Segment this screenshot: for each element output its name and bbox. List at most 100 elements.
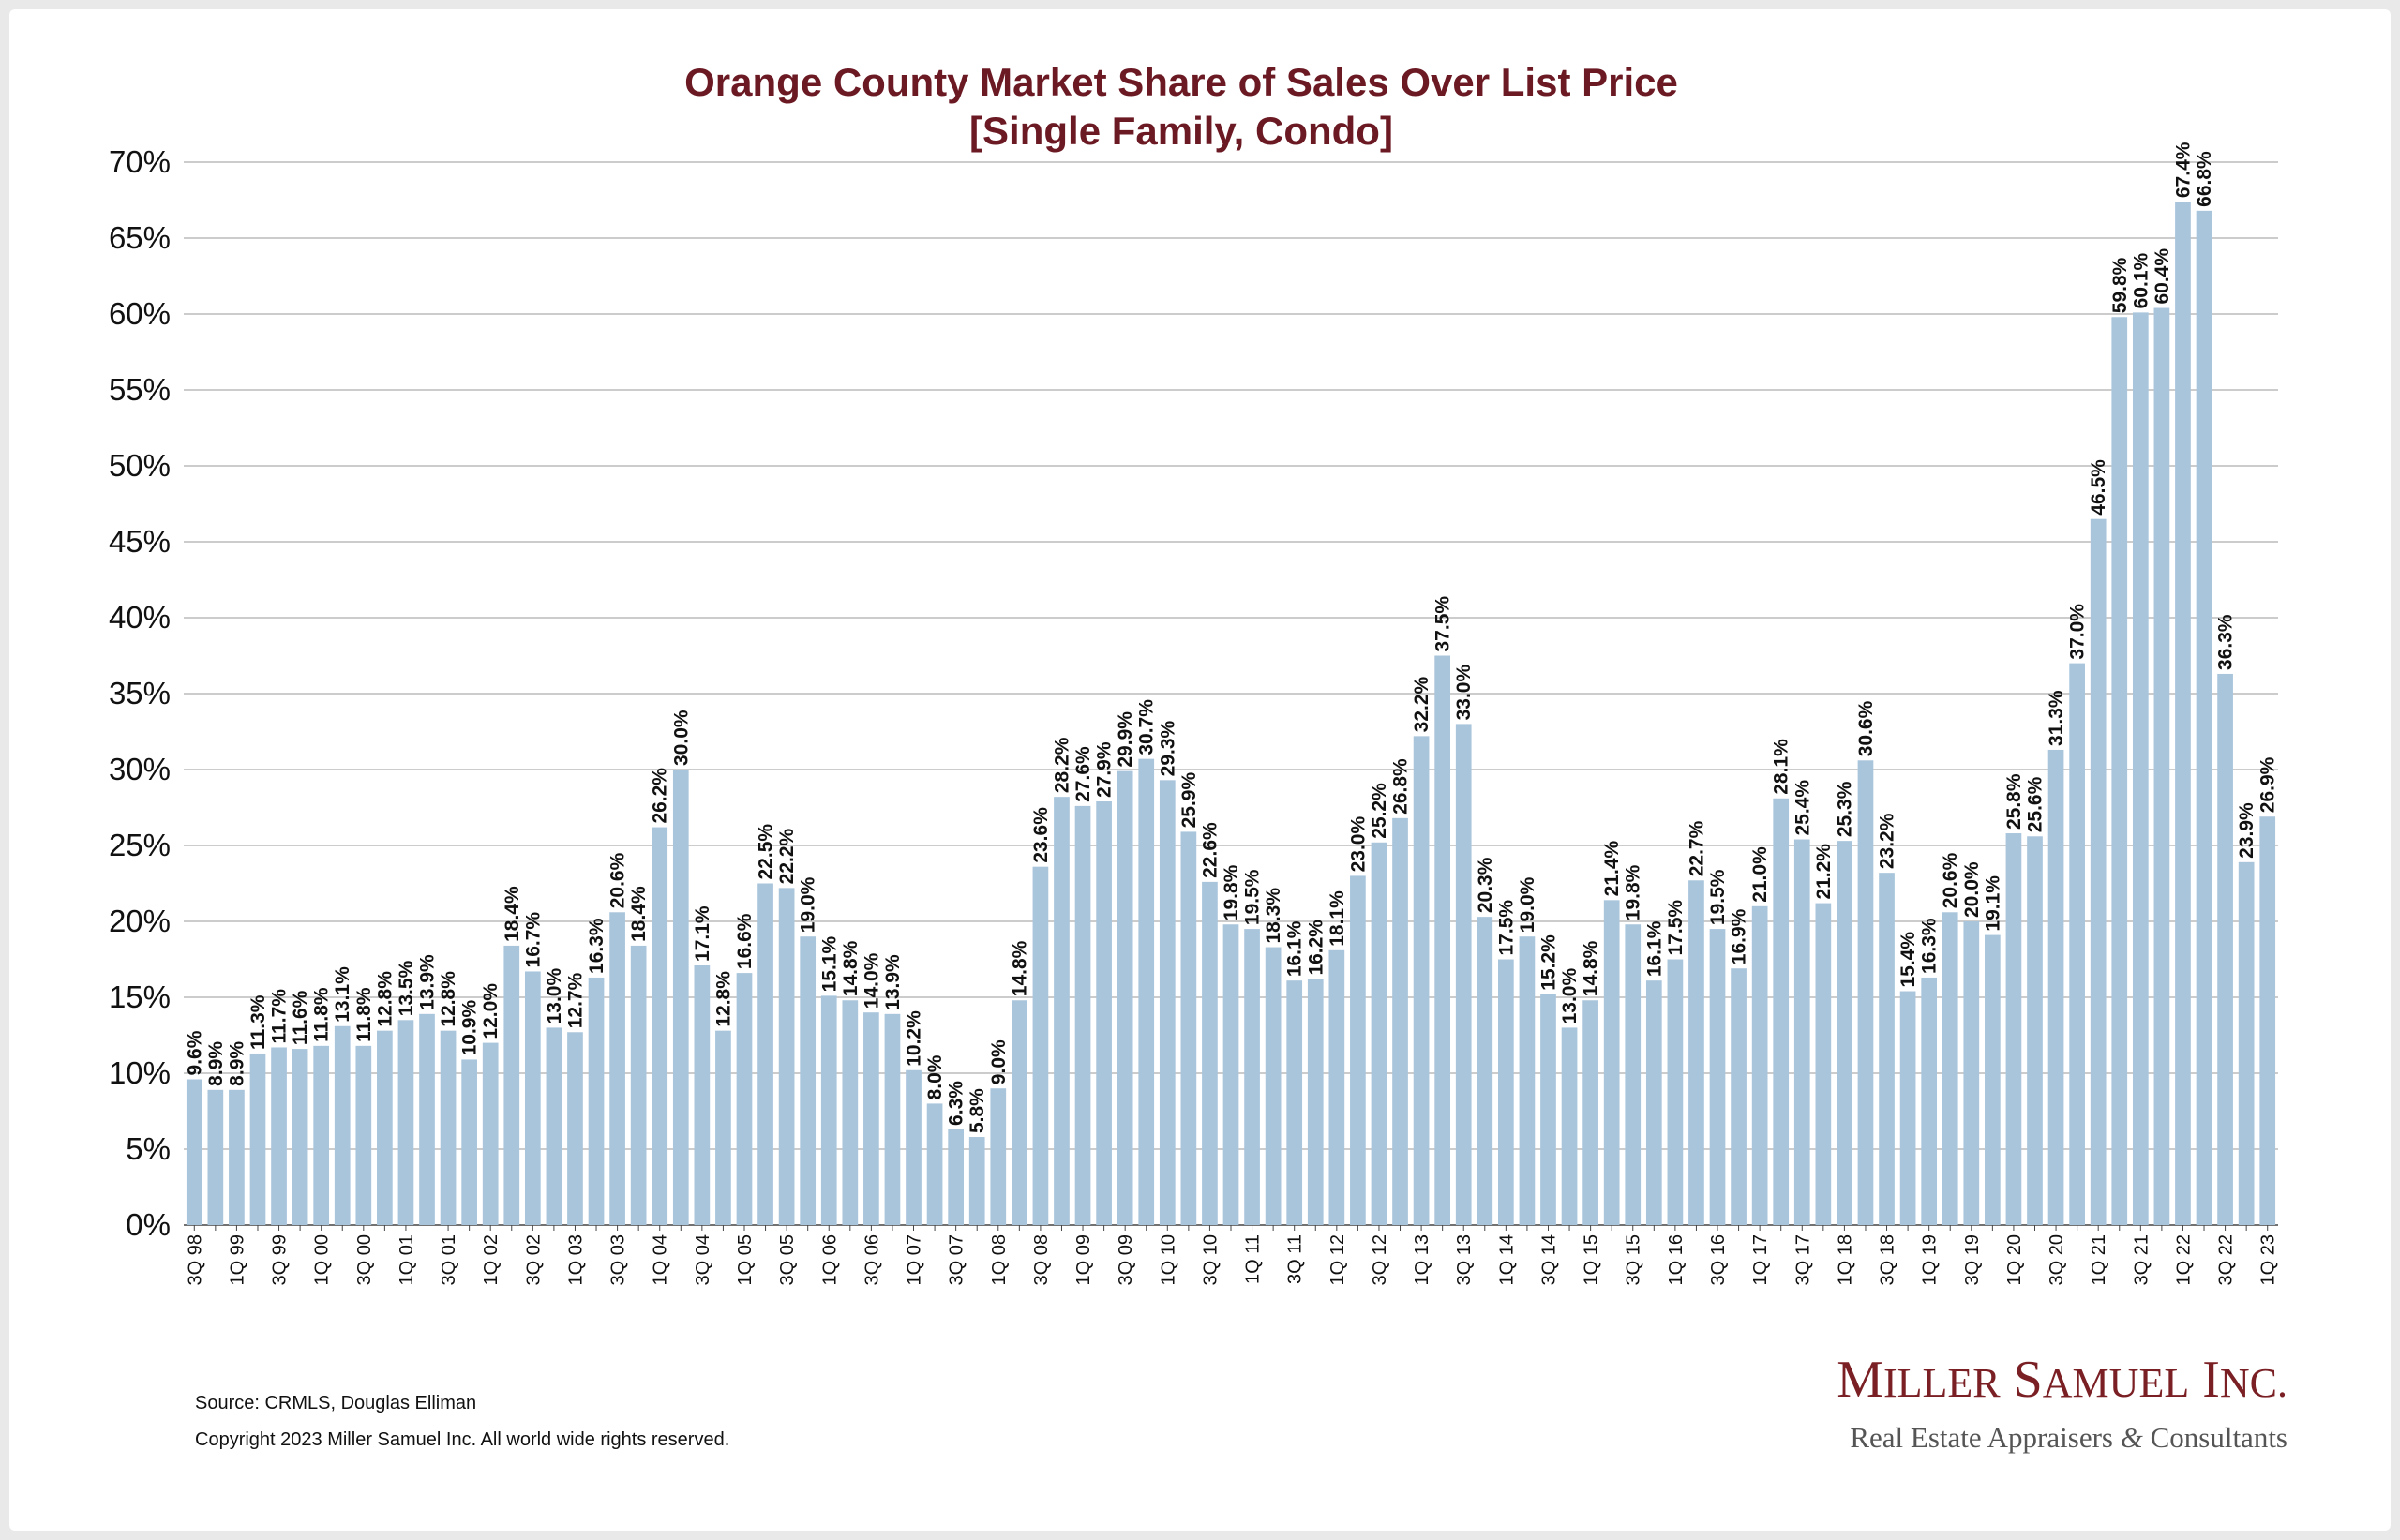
data-label: 31.3% [2046, 690, 2067, 746]
bar [1011, 1000, 1028, 1225]
data-label: 18.4% [502, 886, 523, 942]
bar [926, 1103, 943, 1225]
bar [186, 1079, 202, 1225]
x-tick-label: 1Q 22 [2173, 1234, 2194, 1285]
bar [1350, 875, 1366, 1225]
bar [207, 1089, 224, 1225]
bar [1837, 841, 1852, 1225]
bar [461, 1059, 477, 1225]
x-tick-label: 1Q 21 [2089, 1234, 2109, 1285]
data-label: 25.4% [1792, 780, 1813, 836]
x-tick-label: 3Q 16 [1708, 1234, 1729, 1285]
bar [1371, 842, 1388, 1225]
y-tick-label: 15% [109, 979, 171, 1014]
data-label: 14.8% [1009, 940, 1030, 996]
x-tick-label: 3Q 05 [777, 1234, 798, 1285]
y-tick-label: 10% [109, 1055, 171, 1090]
data-label: 29.3% [1157, 720, 1178, 776]
data-label: 22.6% [1199, 822, 1221, 878]
data-label: 36.3% [2215, 614, 2237, 670]
data-label: 46.5% [2088, 459, 2109, 516]
bar [1815, 903, 1832, 1225]
x-tick-label: 3Q 10 [1200, 1234, 1221, 1285]
data-label: 30.0% [670, 710, 692, 766]
bar [567, 1032, 583, 1225]
data-label: 11.6% [290, 990, 311, 1045]
data-label: 26.8% [1390, 758, 1412, 815]
bar [2196, 210, 2212, 1226]
bar [398, 1020, 414, 1225]
bar [440, 1030, 457, 1225]
bar [778, 888, 795, 1225]
x-tick-label: 3Q 02 [523, 1234, 544, 1285]
x-tick-label: 3Q 18 [1878, 1234, 1898, 1285]
data-label: 60.1% [2130, 253, 2152, 309]
bar [2027, 836, 2043, 1225]
data-label: 11.8% [311, 987, 333, 1042]
data-label: 8.9% [226, 1041, 248, 1086]
bar [630, 945, 647, 1225]
data-label: 26.2% [650, 768, 671, 824]
bar [1202, 881, 1218, 1225]
y-tick-label: 40% [109, 600, 171, 635]
data-label: 26.9% [2258, 756, 2279, 813]
x-tick-label: 3Q 14 [1538, 1234, 1559, 1285]
bar [906, 1069, 922, 1225]
data-label: 12.7% [564, 972, 586, 1028]
y-tick-label: 45% [109, 524, 171, 559]
x-axis-ticks: 3Q 98 1Q 99 3Q 99 1Q 00 3Q 00 1Q 01 3Q 01 1Q 02… [185, 1225, 2279, 1285]
data-label: 37.0% [2067, 604, 2089, 660]
bar [1879, 873, 1895, 1225]
data-label: 21.2% [1813, 844, 1835, 900]
bar [863, 1012, 879, 1225]
data-label: 11.8% [353, 987, 375, 1042]
data-label: 60.4% [2152, 248, 2173, 305]
x-tick-label: 1Q 05 [735, 1234, 756, 1285]
x-tick-label: 1Q 13 [1412, 1234, 1432, 1285]
y-tick-label: 35% [109, 676, 171, 710]
gridlines [184, 161, 2278, 1226]
bar [1645, 980, 1662, 1225]
data-label: 27.9% [1094, 741, 1116, 798]
bar [1582, 1000, 1598, 1225]
bar [313, 1045, 330, 1225]
data-label: 20.0% [1961, 861, 1983, 918]
data-label: 12.0% [480, 983, 502, 1039]
data-label: 8.0% [924, 1054, 946, 1099]
bar [1921, 977, 1938, 1225]
bar [1117, 770, 1133, 1225]
data-label: 18.3% [1263, 888, 1284, 944]
bar [2005, 833, 2022, 1225]
x-tick-label: 3Q 01 [439, 1234, 459, 1285]
bar [588, 977, 605, 1225]
bar [1709, 929, 1726, 1225]
bar [2132, 312, 2149, 1225]
bar [1540, 994, 1556, 1225]
bar [1667, 959, 1684, 1225]
data-label: 30.6% [1855, 700, 1877, 756]
chart-subtitle: [Single Family, Condo] [969, 109, 1393, 153]
bar [736, 973, 753, 1225]
data-label: 9.0% [988, 1039, 1010, 1084]
x-tick-label: 3Q 13 [1454, 1234, 1475, 1285]
data-label: 19.0% [798, 876, 819, 933]
data-label: 19.0% [1517, 876, 1538, 933]
bar [1286, 980, 1303, 1225]
x-tick-label: 1Q 04 [651, 1234, 671, 1285]
data-label: 28.2% [1051, 737, 1072, 793]
data-label: 16.2% [1305, 920, 1327, 976]
data-label: 14.8% [840, 940, 862, 996]
bar [419, 1013, 435, 1225]
bar [1477, 917, 1493, 1225]
x-tick-label: 3Q 00 [354, 1234, 375, 1285]
data-label: 33.0% [1453, 665, 1475, 721]
data-label: 20.6% [608, 852, 629, 908]
x-tick-label: 3Q 17 [1792, 1234, 1813, 1285]
bar [1096, 801, 1112, 1225]
data-label: 12.8% [712, 971, 734, 1027]
bar [1561, 1027, 1578, 1225]
bar [292, 1049, 308, 1225]
bar [800, 936, 817, 1225]
data-label: 11.7% [269, 989, 291, 1044]
x-tick-label: 1Q 01 [397, 1234, 417, 1285]
